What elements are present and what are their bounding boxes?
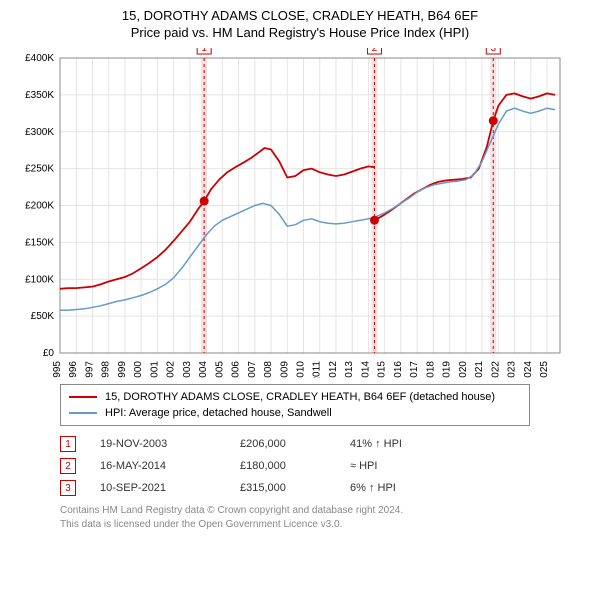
svg-text:2019: 2019 [442,361,453,378]
svg-text:2018: 2018 [425,361,436,378]
transaction-date: 19-NOV-2003 [100,438,240,450]
transaction-price: £206,000 [240,438,350,450]
svg-text:2006: 2006 [231,361,242,378]
svg-text:2009: 2009 [279,361,290,378]
svg-text:2023: 2023 [507,361,518,378]
svg-text:2004: 2004 [198,361,209,378]
transaction-price: £315,000 [240,482,350,494]
svg-text:2010: 2010 [296,361,307,378]
transaction-vs-hpi: 41% ↑ HPI [350,438,460,450]
svg-text:1997: 1997 [84,361,95,378]
svg-text:1999: 1999 [117,361,128,378]
svg-text:1998: 1998 [101,361,112,378]
svg-text:2005: 2005 [214,361,225,378]
legend-label-hpi: HPI: Average price, detached house, Sand… [105,405,332,421]
svg-text:2000: 2000 [133,361,144,378]
svg-text:£300K: £300K [25,127,54,138]
svg-text:2024: 2024 [523,361,534,378]
svg-text:1: 1 [201,48,207,54]
svg-text:£250K: £250K [25,164,54,175]
svg-text:2014: 2014 [360,361,371,378]
transaction-row: 2 16-MAY-2014 £180,000 ≈ HPI [60,458,590,474]
transaction-marker-icon: 2 [60,458,76,474]
svg-text:2003: 2003 [182,361,193,378]
svg-text:2008: 2008 [263,361,274,378]
legend: 15, DOROTHY ADAMS CLOSE, CRADLEY HEATH, … [60,384,530,426]
transaction-price: £180,000 [240,460,350,472]
attribution-line: This data is licensed under the Open Gov… [60,518,590,532]
legend-swatch-hpi [69,412,97,414]
svg-text:£350K: £350K [25,90,54,101]
attribution: Contains HM Land Registry data © Crown c… [60,504,590,532]
legend-label-property: 15, DOROTHY ADAMS CLOSE, CRADLEY HEATH, … [105,389,495,405]
legend-item-property: 15, DOROTHY ADAMS CLOSE, CRADLEY HEATH, … [69,389,521,405]
legend-item-hpi: HPI: Average price, detached house, Sand… [69,405,521,421]
transactions-table: 1 19-NOV-2003 £206,000 41% ↑ HPI 2 16-MA… [60,436,590,496]
svg-text:2: 2 [372,48,378,54]
chart-subtitle: Price paid vs. HM Land Registry's House … [10,25,590,40]
chart-container: 15, DOROTHY ADAMS CLOSE, CRADLEY HEATH, … [0,0,600,542]
line-chart-svg: £0 £50K £100K £150K £200K £250K £300K £350K £400… [10,48,570,378]
transaction-marker-icon: 3 [60,480,76,496]
transaction-date: 16-MAY-2014 [100,460,240,472]
svg-text:2016: 2016 [393,361,404,378]
svg-text:£150K: £150K [25,237,54,248]
transaction-vs-hpi: ≈ HPI [350,460,460,472]
svg-text:£200K: £200K [25,201,54,212]
svg-text:2021: 2021 [474,361,485,378]
svg-text:2020: 2020 [458,361,469,378]
svg-text:2001: 2001 [149,361,160,378]
svg-text:2011: 2011 [312,361,323,378]
svg-text:2017: 2017 [409,361,420,378]
transaction-row: 3 10-SEP-2021 £315,000 6% ↑ HPI [60,480,590,496]
chart-title: 15, DOROTHY ADAMS CLOSE, CRADLEY HEATH, … [10,8,590,23]
svg-text:2022: 2022 [490,361,501,378]
svg-text:£100K: £100K [25,274,54,285]
svg-text:£0: £0 [43,348,55,359]
svg-text:£400K: £400K [25,53,54,64]
svg-text:2013: 2013 [344,361,355,378]
svg-text:1996: 1996 [68,361,79,378]
svg-text:3: 3 [490,48,496,54]
transaction-marker-icon: 1 [60,436,76,452]
svg-text:2002: 2002 [166,361,177,378]
svg-text:2012: 2012 [328,361,339,378]
transaction-row: 1 19-NOV-2003 £206,000 41% ↑ HPI [60,436,590,452]
svg-text:2025: 2025 [539,361,550,378]
svg-text:£50K: £50K [31,311,55,322]
svg-text:2015: 2015 [377,361,388,378]
svg-text:2007: 2007 [247,361,258,378]
transaction-vs-hpi: 6% ↑ HPI [350,482,460,494]
legend-swatch-property [69,396,97,398]
chart-plot-area: £0 £50K £100K £150K £200K £250K £300K £350K £400… [10,48,590,378]
svg-text:1995: 1995 [52,361,63,378]
transaction-date: 10-SEP-2021 [100,482,240,494]
attribution-line: Contains HM Land Registry data © Crown c… [60,504,590,518]
